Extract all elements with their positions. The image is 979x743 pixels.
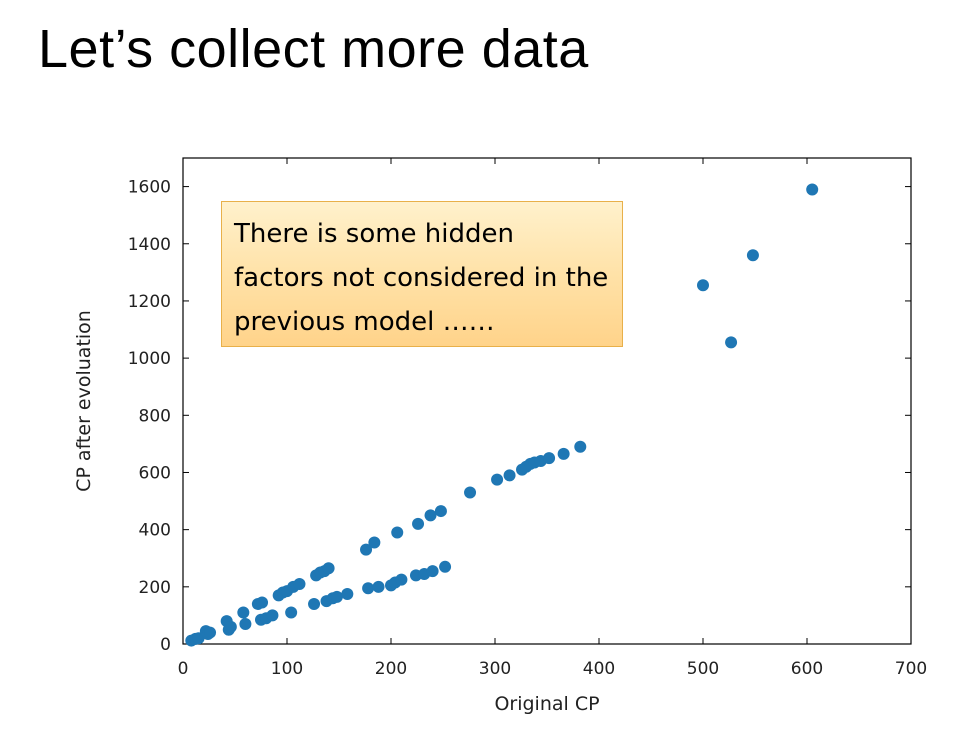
data-point xyxy=(412,517,425,530)
data-point xyxy=(308,597,321,610)
data-point xyxy=(362,582,375,595)
x-axis-title: Original CP xyxy=(494,693,599,715)
x-tick-label: 700 xyxy=(895,659,927,679)
y-tick-label: 200 xyxy=(139,578,171,598)
data-point xyxy=(503,469,516,482)
data-point xyxy=(557,447,570,460)
data-point xyxy=(697,279,709,292)
data-point xyxy=(322,562,335,575)
slide-title: Let’s collect more data xyxy=(38,19,589,79)
data-point xyxy=(746,249,759,262)
data-point xyxy=(434,505,447,518)
data-point xyxy=(293,577,306,590)
x-tick-label: 600 xyxy=(791,659,823,679)
x-tick-label: 0 xyxy=(178,659,189,679)
data-point xyxy=(806,183,819,196)
plot-frame xyxy=(182,157,912,645)
data-point xyxy=(395,573,408,586)
x-tick-label: 500 xyxy=(687,659,719,679)
data-point xyxy=(360,543,373,556)
data-point xyxy=(439,560,452,573)
y-tick-label: 400 xyxy=(139,521,171,541)
x-tick-label: 200 xyxy=(375,659,407,679)
data-point xyxy=(204,626,217,639)
data-point xyxy=(330,590,343,603)
data-point xyxy=(237,606,250,619)
data-point xyxy=(391,526,404,539)
y-tick-label: 1400 xyxy=(128,235,171,255)
data-point xyxy=(464,486,477,499)
y-tick-label: 1200 xyxy=(128,292,171,312)
data-point xyxy=(725,336,738,349)
y-axis-title: CP after evoluation xyxy=(73,310,95,492)
y-tick-label: 0 xyxy=(160,635,171,655)
data-point xyxy=(266,609,279,622)
data-point xyxy=(239,617,252,630)
x-tick-label: 100 xyxy=(271,659,303,679)
y-tick-label: 1600 xyxy=(128,178,171,198)
hidden-factors-callout: There is some hidden factors not conside… xyxy=(221,201,623,347)
y-tick-label: 1000 xyxy=(128,349,171,369)
data-point xyxy=(424,509,437,522)
y-tick-label: 600 xyxy=(139,463,171,483)
data-point xyxy=(574,440,587,453)
data-points xyxy=(185,183,819,647)
data-point xyxy=(285,606,298,619)
data-point xyxy=(426,565,439,578)
data-point xyxy=(368,536,381,549)
y-tick-label: 800 xyxy=(139,406,171,426)
x-tick-label: 300 xyxy=(479,659,511,679)
x-tick-label: 400 xyxy=(583,659,615,679)
y-axis-ticks: 0 200 400 600 800 1000 1200 1400 1600 xyxy=(128,178,911,655)
data-point xyxy=(543,452,556,465)
data-point xyxy=(372,580,385,593)
data-point xyxy=(491,473,504,486)
x-axis-ticks: 0 100 200 300 400 500 600 700 xyxy=(178,158,927,679)
data-point xyxy=(224,620,237,633)
data-point xyxy=(256,596,269,609)
data-point xyxy=(341,587,354,600)
